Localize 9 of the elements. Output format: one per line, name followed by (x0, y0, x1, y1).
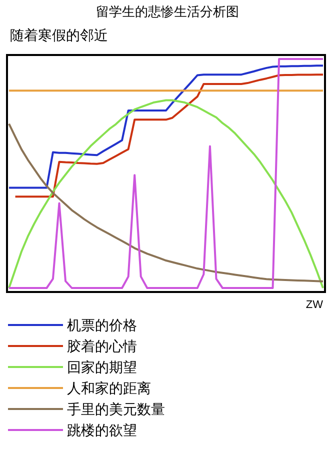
legend-label: 手里的美元数量 (67, 402, 165, 418)
legend-label: 胶着的心情 (67, 339, 137, 355)
legend-label: 回家的期望 (67, 360, 137, 376)
legend-label: 跳楼的欲望 (67, 423, 137, 439)
legend-label: 人和家的距离 (67, 381, 151, 397)
legend-label: 机票的价格 (67, 318, 137, 334)
chart-subtitle: 随着寒假的邻近 (10, 28, 108, 44)
text: ZW (306, 299, 324, 311)
chart-title: 留学生的悲惨生活分析图 (96, 5, 239, 20)
